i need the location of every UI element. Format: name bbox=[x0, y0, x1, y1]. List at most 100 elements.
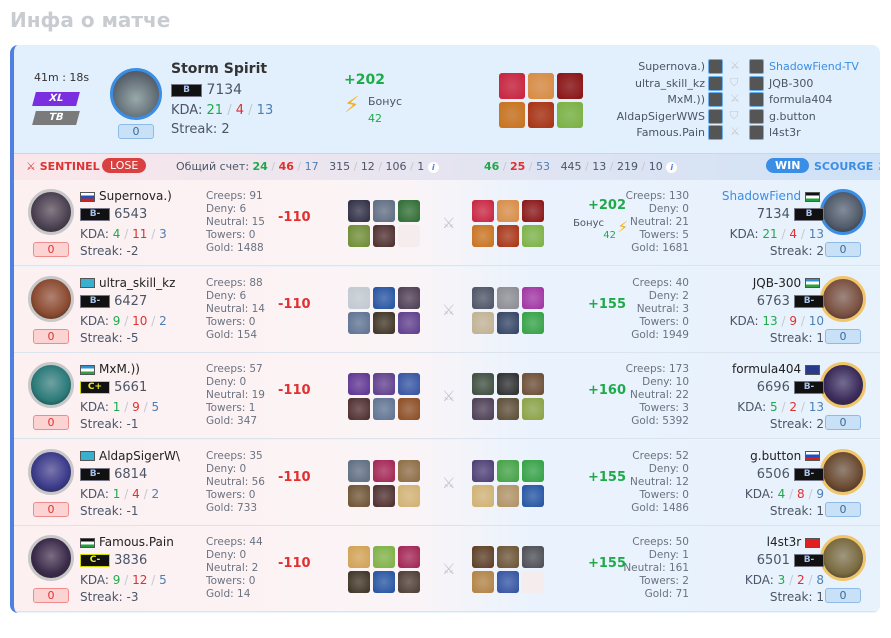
info-icon[interactable]: i bbox=[427, 162, 439, 173]
item-icon bbox=[497, 200, 519, 222]
player-link[interactable]: Supernova.) bbox=[99, 189, 172, 203]
player-stats: Creeps: 88 Deny: 6 Neutral: 14 Towers: 0 Gol… bbox=[206, 277, 265, 342]
stat-deny: Deny: 0 bbox=[206, 376, 247, 389]
player-link[interactable]: JQB-300 bbox=[752, 275, 802, 290]
rating-delta: +155 bbox=[587, 556, 626, 572]
lose-badge: LOSE bbox=[102, 158, 147, 173]
stat-neutral: Neutral: 22 bbox=[630, 389, 689, 402]
lineup-right-player[interactable]: l4st3r bbox=[769, 126, 801, 139]
item-icon bbox=[398, 459, 420, 482]
stat-towers: Towers: 0 bbox=[206, 229, 256, 241]
item-icon bbox=[373, 484, 395, 507]
player-streak: Streak: 1 bbox=[769, 503, 824, 518]
player-counter[interactable]: 0 bbox=[825, 501, 861, 517]
stat-towers: Towers: 2 bbox=[639, 575, 689, 588]
item-icon bbox=[348, 200, 370, 222]
shield-icon: ⛉ bbox=[730, 108, 739, 122]
mvp-counter[interactable]: 0 bbox=[118, 124, 154, 139]
player-stats: Creeps: 44 Deny: 0 Neutral: 2 Towers: 0 Gold… bbox=[206, 536, 263, 601]
player-counter[interactable]: 0 bbox=[33, 242, 69, 257]
player-streak: Streak: -1 bbox=[80, 503, 139, 518]
player-link[interactable]: l4st3r bbox=[766, 535, 802, 550]
stat-towers: Towers: 0 bbox=[206, 488, 256, 501]
flag-icon bbox=[80, 191, 95, 202]
item-icon bbox=[528, 102, 554, 128]
mvp-streak: Streak: 2 bbox=[171, 122, 230, 137]
player-name: ShadowFiend bbox=[722, 189, 824, 203]
lineup-left-player[interactable]: AldapSigerWWS bbox=[616, 109, 705, 123]
flag-icon bbox=[805, 278, 820, 289]
item-icon bbox=[472, 571, 494, 594]
player-rating: 6501 B- bbox=[757, 553, 824, 568]
player-rating: C+ 5661 bbox=[80, 380, 147, 395]
mvp-hero-avatar bbox=[110, 68, 162, 120]
player-kda: KDA: 3 / 2 / 8 bbox=[744, 573, 824, 588]
item-icon bbox=[348, 398, 370, 421]
item-icon bbox=[497, 311, 519, 334]
item-icon bbox=[348, 311, 370, 334]
lineup-left-player[interactable]: MxM.)) bbox=[667, 93, 705, 106]
stat-creeps: Creeps: 130 bbox=[625, 190, 689, 202]
player-row: 0 ultra_skill_kz B- 6427 KDA: 9 / 10 / 2 Str… bbox=[14, 266, 880, 353]
player-kda: KDA: 4 / 11 / 3 bbox=[80, 227, 167, 241]
player-link[interactable]: g.button bbox=[750, 448, 802, 463]
player-link[interactable]: AldapSigerW\ bbox=[99, 448, 180, 463]
player-counter[interactable]: 0 bbox=[825, 415, 861, 431]
player-link[interactable]: MxM.)) bbox=[99, 362, 140, 377]
info-icon[interactable]: i bbox=[666, 162, 678, 173]
lineup-right-player[interactable]: formula404 bbox=[769, 93, 833, 106]
item-icon bbox=[497, 546, 519, 569]
stat-gold: Gold: 1681 bbox=[631, 242, 689, 254]
crossed-swords-icon: ⚔ bbox=[442, 473, 456, 492]
match-card: 41m : 18s XL TB 0 Storm Spirit B 7134 KD… bbox=[10, 45, 880, 613]
item-icon bbox=[348, 484, 370, 507]
mvp-kda: KDA: 21 / 4 / 13 bbox=[171, 103, 274, 118]
player-link[interactable]: ultra_skill_kz bbox=[99, 275, 176, 290]
lineup-right-player[interactable]: JQB-300 bbox=[769, 76, 814, 90]
player-counter[interactable]: 0 bbox=[33, 415, 69, 431]
lineup-right-player[interactable]: ShadowFiend-TV bbox=[769, 60, 859, 73]
hero-icon bbox=[708, 92, 723, 107]
hero-avatar bbox=[28, 362, 74, 409]
rank-badge: C+ bbox=[80, 381, 110, 395]
player-name: ultra_skill_kz bbox=[80, 276, 175, 290]
empty-item-slot bbox=[398, 225, 420, 247]
page-title: Инфа о матче bbox=[10, 8, 171, 32]
player-counter[interactable]: 0 bbox=[33, 588, 69, 604]
player-streak: Streak: -1 bbox=[80, 417, 139, 432]
player-link[interactable]: Famous.Pain bbox=[99, 535, 174, 550]
lineup-right-player[interactable]: g.button bbox=[769, 109, 816, 123]
player-counter[interactable]: 0 bbox=[33, 328, 69, 344]
stat-neutral: Neutral: 2 bbox=[206, 562, 259, 575]
item-icon bbox=[472, 546, 494, 569]
hero-icon bbox=[749, 125, 764, 140]
stat-neutral: Neutral: 21 bbox=[630, 216, 689, 228]
item-icon bbox=[472, 200, 494, 222]
bonus-value: 42 bbox=[603, 230, 616, 241]
crossed-swords-icon: ⚔ bbox=[730, 92, 740, 105]
stat-neutral: Neutral: 56 bbox=[206, 475, 265, 488]
player-link[interactable]: formula404 bbox=[731, 362, 802, 377]
lineup-left-player[interactable]: Famous.Pain bbox=[636, 126, 705, 139]
player-counter[interactable]: 0 bbox=[825, 242, 861, 257]
rating-delta: +155 bbox=[587, 469, 626, 485]
item-icon bbox=[557, 102, 583, 128]
player-link[interactable]: ShadowFiend bbox=[721, 189, 802, 203]
win-badge: WIN bbox=[766, 158, 810, 173]
player-counter[interactable]: 0 bbox=[825, 328, 861, 344]
crossed-swords-icon: ⚔ bbox=[442, 387, 456, 406]
rating-delta: +160 bbox=[587, 383, 626, 399]
item-icon bbox=[522, 459, 544, 482]
mvp-rank: B bbox=[171, 83, 202, 97]
lineup-left-player[interactable]: Supernova.) bbox=[638, 60, 705, 73]
stat-creeps: Creeps: 50 bbox=[632, 536, 689, 549]
flag-icon bbox=[805, 364, 820, 375]
player-counter[interactable]: 0 bbox=[33, 501, 69, 517]
stat-neutral: Neutral: 19 bbox=[206, 389, 265, 402]
player-counter[interactable]: 0 bbox=[825, 588, 861, 604]
item-icon bbox=[522, 373, 544, 396]
lineup-left-player[interactable]: ultra_skill_kz bbox=[634, 76, 705, 90]
item-icon bbox=[499, 73, 525, 99]
player-kda: KDA: 1 / 4 / 2 bbox=[80, 486, 160, 501]
rating-delta: -110 bbox=[278, 383, 311, 399]
